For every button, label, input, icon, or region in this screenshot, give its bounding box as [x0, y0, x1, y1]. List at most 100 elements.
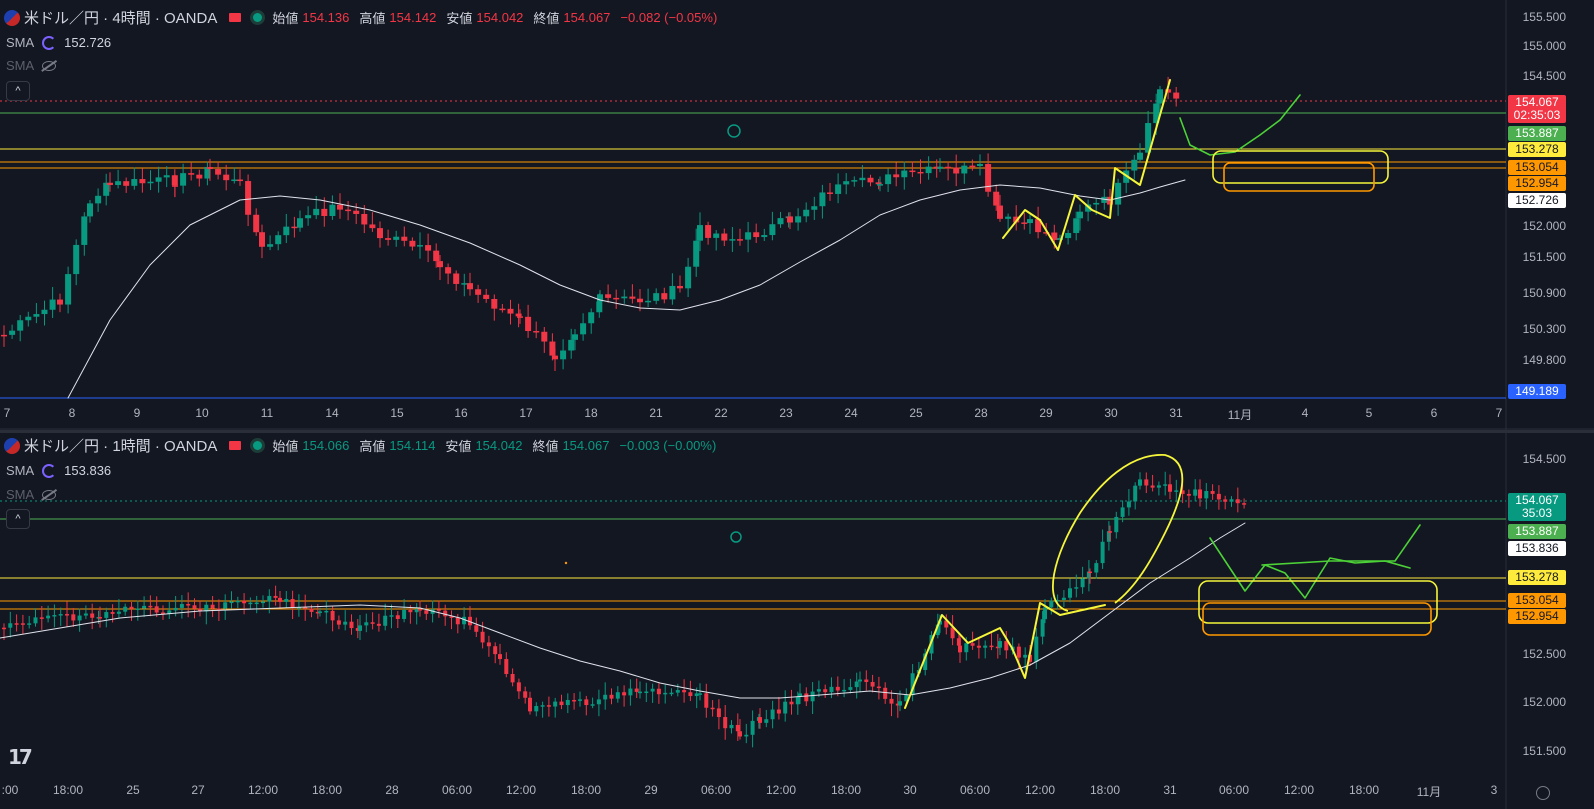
candle-1h — [135, 608, 140, 610]
candle-1h — [816, 689, 821, 692]
candle-4h — [596, 301, 603, 313]
candle-1h — [216, 608, 221, 611]
candle-4h — [1027, 219, 1033, 224]
candle-1h — [609, 694, 614, 699]
candle-4h — [483, 294, 490, 299]
sma-indicator-row-hidden[interactable]: SMA — [6, 58, 57, 73]
candle-4h — [685, 266, 692, 289]
candle-1h — [546, 705, 551, 707]
candle-4h — [713, 233, 720, 238]
candle-1h — [804, 693, 809, 702]
price-tick: 152.000 — [1522, 219, 1566, 233]
candle-4h — [87, 203, 93, 217]
candle-1h — [510, 673, 515, 683]
candle-4h — [811, 206, 818, 210]
candle-4h — [803, 209, 810, 217]
candle-1h — [738, 731, 742, 737]
collapse-legend-button[interactable]: ^ — [6, 81, 30, 101]
price-tick: 151.500 — [1522, 250, 1566, 264]
candle-1h — [273, 595, 278, 598]
candle-1h — [254, 602, 259, 605]
candle-4h — [777, 218, 784, 225]
tradingview-logo[interactable]: 17 — [8, 745, 33, 769]
time-tick: 14 — [325, 406, 339, 420]
sma-indicator-row-hidden[interactable]: SMA — [6, 487, 57, 502]
sma-label: SMA — [6, 35, 35, 50]
candle-1h — [261, 601, 265, 604]
candle-1h — [1204, 491, 1209, 499]
chart-pane-1h[interactable]: 米ドル／円 · 1時間 · OANDA 始値 154.066 高値 154.114 … — [0, 433, 1594, 809]
pane-divider[interactable] — [0, 430, 1594, 433]
drawn-zigzag-yellow — [1002, 79, 1171, 251]
eye-hidden-icon[interactable] — [42, 60, 57, 71]
candle-1h — [634, 688, 639, 692]
candle-1h — [1114, 516, 1119, 533]
sma-indicator-row[interactable]: SMA 152.726 — [6, 35, 111, 50]
drawn-forecast-green — [1179, 94, 1301, 156]
candle-1h — [904, 695, 909, 702]
eye-hidden-icon[interactable] — [42, 489, 57, 500]
candle-1h — [389, 615, 394, 617]
symbol-title[interactable]: 米ドル／円 · 4時間 · OANDA — [24, 10, 218, 27]
candle-1h — [192, 605, 197, 609]
candle-1h — [1168, 484, 1172, 492]
candle-1h — [1198, 489, 1202, 499]
candle-4h — [81, 216, 88, 245]
candle-4h — [859, 177, 866, 181]
collapse-legend-button[interactable]: ^ — [6, 509, 30, 529]
settings-gear-icon[interactable] — [1536, 786, 1550, 800]
time-tick: 24 — [844, 406, 858, 420]
candle-1h — [970, 643, 975, 646]
candle-4h — [1057, 238, 1063, 241]
candle-1h — [1055, 599, 1060, 602]
candle-1h — [935, 624, 940, 636]
close-label: 終値 — [532, 439, 559, 454]
time-tick: 3 — [1490, 783, 1498, 797]
candle-4h — [305, 215, 312, 219]
time-tick: 30 — [1104, 406, 1118, 420]
time-tick: 7 — [3, 406, 11, 420]
candle-4h — [605, 294, 612, 298]
chart-canvas-4h[interactable] — [0, 0, 1594, 430]
candle-4h — [337, 204, 343, 210]
candle-4h — [961, 165, 968, 174]
candle-1h — [1049, 600, 1054, 608]
candle-1h — [810, 691, 815, 702]
bar-countdown: 35:03 — [1521, 506, 1553, 520]
chart-pane-4h[interactable]: 米ドル／円 · 4時間 · OANDA 始値 154.136 高値 154.142 … — [0, 0, 1594, 430]
high-label: 高値 — [359, 11, 386, 26]
candle-4h — [107, 182, 113, 185]
candle-4h — [401, 236, 408, 241]
candle-4h — [409, 240, 416, 247]
chart-canvas-1h[interactable] — [0, 433, 1594, 809]
candle-1h — [414, 609, 419, 613]
candle-1h — [83, 613, 88, 616]
candle-4h — [795, 216, 802, 223]
candle-1h — [983, 645, 988, 648]
candle-1h — [65, 614, 69, 616]
time-tick: 30 — [903, 783, 917, 797]
symbol-title[interactable]: 米ドル／円 · 1時間 · OANDA — [24, 438, 218, 455]
last-price-label: 154.067 02:35:03 — [1508, 95, 1566, 123]
candle-4h — [25, 316, 32, 321]
close-label: 終値 — [533, 11, 560, 26]
candle-1h — [402, 609, 407, 619]
candle-4h — [321, 208, 328, 217]
candle-4h — [313, 208, 320, 216]
candle-1h — [154, 606, 159, 613]
candle-1h — [443, 610, 448, 617]
candle-1h — [186, 604, 191, 606]
candle-1h — [370, 622, 375, 624]
candle-4h — [369, 224, 376, 229]
high-label: 高値 — [359, 439, 386, 454]
candle-1h — [204, 604, 209, 612]
candle-4h — [1153, 103, 1160, 124]
candle-4h — [1173, 92, 1180, 99]
candle-4h — [629, 296, 636, 299]
orange-line-label: 152.954 — [1508, 609, 1566, 624]
sma-indicator-row[interactable]: SMA 153.836 — [6, 463, 111, 478]
time-tick: 7 — [1495, 406, 1503, 420]
candle-1h — [723, 717, 728, 729]
price-tick: 155.000 — [1522, 39, 1566, 53]
price-tick: 151.500 — [1522, 744, 1566, 758]
